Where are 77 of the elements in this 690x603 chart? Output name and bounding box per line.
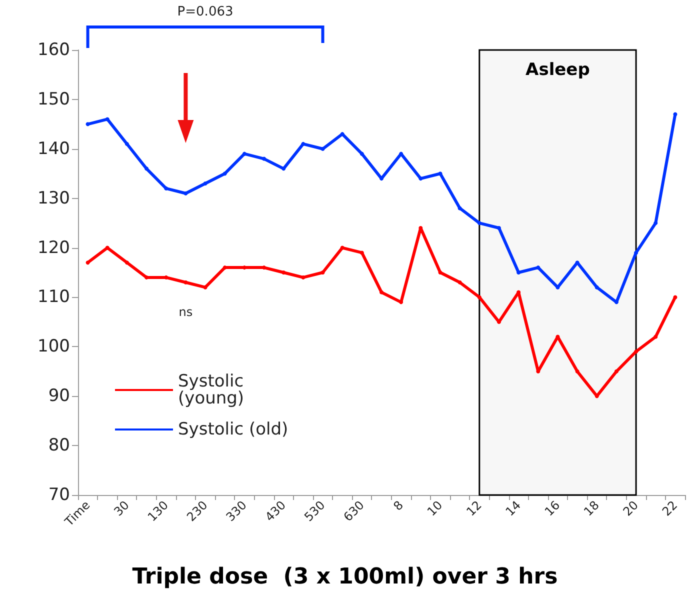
point xyxy=(320,146,325,151)
y-tick-label: 70 xyxy=(48,485,70,505)
point xyxy=(458,206,462,210)
point xyxy=(477,295,482,300)
point xyxy=(124,142,129,146)
point xyxy=(360,152,364,156)
legend-label: Systolic (old) xyxy=(178,420,288,440)
x-tick-label: 22 xyxy=(659,498,680,519)
point xyxy=(203,182,208,186)
x-tick-label: 16 xyxy=(542,498,563,519)
point xyxy=(438,270,442,274)
point xyxy=(124,260,129,265)
point xyxy=(654,221,658,226)
point xyxy=(282,270,286,274)
y-tick-label: 140 xyxy=(38,138,70,159)
x-tick-label: 330 xyxy=(223,498,250,524)
point xyxy=(282,166,286,171)
point xyxy=(614,369,618,374)
point xyxy=(673,295,678,300)
point xyxy=(654,334,658,339)
annotation: ns xyxy=(178,305,193,319)
x-tick-label: 230 xyxy=(184,498,210,524)
point xyxy=(594,285,599,290)
text: P=0.063 xyxy=(177,4,234,20)
point xyxy=(360,250,364,255)
point xyxy=(86,260,90,265)
point xyxy=(164,275,168,280)
legend-label: Systolic (young) xyxy=(178,372,249,408)
point xyxy=(380,290,384,294)
point xyxy=(320,270,325,274)
point xyxy=(242,152,246,156)
point xyxy=(673,112,678,116)
y-tick-label: 160 xyxy=(38,40,70,60)
point xyxy=(222,172,227,176)
y-tick-label: 120 xyxy=(38,238,70,258)
y-tick-label: 100 xyxy=(38,336,70,357)
x-tick-label: 14 xyxy=(502,498,524,519)
point xyxy=(418,176,423,181)
point xyxy=(203,285,208,290)
point xyxy=(516,270,521,274)
y-tick-label: 80 xyxy=(48,436,70,456)
point xyxy=(458,280,462,284)
point xyxy=(164,186,168,190)
x-tick-label: 20 xyxy=(620,498,641,519)
point xyxy=(438,172,442,176)
x-tick-label: 530 xyxy=(302,498,328,524)
x-tick-label: 130 xyxy=(144,498,172,524)
point xyxy=(144,166,149,171)
point xyxy=(184,191,188,196)
point xyxy=(634,350,638,354)
point xyxy=(340,132,344,136)
x-tick-label: 18 xyxy=(581,498,602,519)
point xyxy=(105,117,110,122)
point xyxy=(536,266,540,270)
y-tick-label: 150 xyxy=(38,89,70,110)
point xyxy=(262,266,266,270)
point xyxy=(301,142,306,146)
x-tick-label: 12 xyxy=(464,498,484,519)
x-tick-label: 630 xyxy=(340,498,367,524)
x-tick-label: 10 xyxy=(424,498,446,519)
text: Triple dose (3 x 100ml) over 3 hrs xyxy=(132,564,558,590)
point xyxy=(575,369,580,374)
band-label: Asleep xyxy=(526,60,590,80)
y-tick-label: 130 xyxy=(38,188,70,208)
point xyxy=(477,221,482,226)
point xyxy=(340,246,344,250)
point xyxy=(301,275,306,280)
x-tick-label: 8 xyxy=(390,498,406,514)
point xyxy=(496,226,501,230)
y-tick-label: 110 xyxy=(38,287,70,308)
point xyxy=(184,280,188,284)
point xyxy=(634,250,638,255)
point xyxy=(86,122,90,126)
x-tick-label: 30 xyxy=(111,498,132,519)
y-tick-label: 90 xyxy=(48,386,70,406)
point xyxy=(262,156,266,161)
x-tick-label: 430 xyxy=(262,498,289,524)
